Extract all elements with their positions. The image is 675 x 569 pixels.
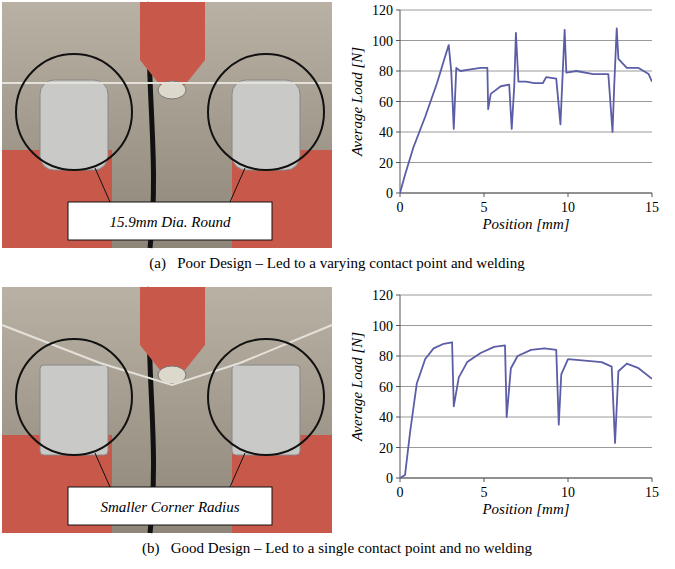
y-axis-title: Average Load [N] bbox=[349, 332, 365, 442]
plot-area bbox=[400, 295, 652, 478]
photo-label: Smaller Corner Radius bbox=[100, 499, 239, 515]
tick-label: 120 bbox=[372, 3, 393, 18]
wire bbox=[2, 82, 332, 84]
tick bbox=[396, 447, 400, 448]
tick bbox=[568, 193, 569, 197]
tick-label: 40 bbox=[379, 125, 393, 140]
highlight-circle bbox=[208, 54, 324, 170]
support bbox=[232, 365, 300, 455]
tick-label: 100 bbox=[372, 34, 393, 49]
support bbox=[40, 365, 108, 455]
tick bbox=[396, 325, 400, 326]
highlight-circle bbox=[16, 54, 132, 170]
photo-background bbox=[2, 287, 332, 533]
tick bbox=[396, 71, 400, 72]
y-axis bbox=[400, 295, 401, 478]
x-axis bbox=[400, 193, 652, 194]
grid-line bbox=[400, 193, 652, 194]
wire bbox=[2, 325, 332, 385]
load-line bbox=[400, 28, 652, 193]
support bbox=[232, 80, 300, 170]
data-group bbox=[400, 28, 652, 193]
tick-label: 0 bbox=[397, 200, 404, 215]
tick-label: 0 bbox=[397, 485, 404, 500]
grid-line bbox=[400, 478, 652, 479]
photo-label: 15.9mm Dia. Round bbox=[110, 214, 231, 230]
label-box bbox=[68, 487, 272, 525]
x-axis bbox=[400, 478, 652, 479]
highlight-circle bbox=[208, 339, 324, 455]
leader bbox=[230, 168, 245, 202]
grid-line bbox=[400, 10, 652, 11]
tick-label: 5 bbox=[481, 485, 488, 500]
tick-label: 80 bbox=[379, 64, 393, 79]
tick bbox=[568, 478, 569, 482]
tick-label: 120 bbox=[372, 288, 393, 303]
support bbox=[40, 80, 108, 170]
tick-label: 5 bbox=[481, 200, 488, 215]
load-line bbox=[400, 342, 652, 478]
tick bbox=[484, 193, 485, 197]
tick bbox=[396, 295, 400, 296]
caption: (b) Good Design – Led to a single contac… bbox=[142, 540, 532, 557]
pusher bbox=[140, 2, 205, 85]
tick bbox=[396, 478, 400, 479]
tick-label: 0 bbox=[386, 186, 393, 201]
tick bbox=[396, 386, 400, 387]
tick-label: 40 bbox=[379, 410, 393, 425]
pusher bbox=[140, 287, 205, 370]
photo: Smaller Corner Radius bbox=[2, 287, 332, 533]
tick-label: 10 bbox=[561, 200, 575, 215]
tick-label: 20 bbox=[379, 156, 393, 171]
plot-area bbox=[400, 10, 652, 193]
tick bbox=[396, 40, 400, 41]
tick bbox=[396, 356, 400, 357]
tick-label: 0 bbox=[386, 471, 393, 486]
x-axis-title: Position [mm] bbox=[481, 501, 569, 517]
highlight-circle bbox=[16, 339, 132, 455]
data-group bbox=[400, 342, 652, 478]
tick bbox=[396, 193, 400, 194]
grid-line bbox=[400, 132, 652, 133]
grid-line bbox=[400, 356, 652, 357]
tick bbox=[396, 132, 400, 133]
tick bbox=[484, 478, 485, 482]
leader bbox=[95, 453, 110, 487]
caption: (a) Poor Design – Led to a varying conta… bbox=[149, 255, 525, 272]
tick-label: 15 bbox=[645, 485, 659, 500]
photo: 15.9mm Dia. Round bbox=[2, 2, 332, 248]
chart: 0 20 40 60 80 100 120 0 5 10 15 Average Load [N] Pos… bbox=[349, 288, 659, 517]
tick bbox=[652, 478, 653, 482]
tick bbox=[396, 417, 400, 418]
tick-label: 60 bbox=[379, 95, 393, 110]
grid-line bbox=[400, 325, 652, 326]
tick-label: 80 bbox=[379, 349, 393, 364]
tick bbox=[400, 193, 401, 197]
label-box bbox=[68, 202, 272, 240]
tick-label: 20 bbox=[379, 441, 393, 456]
photo-background bbox=[2, 2, 332, 248]
grid-line bbox=[400, 295, 652, 296]
figure: 15.9mm Dia. Round020406080100120051015Av… bbox=[0, 0, 675, 569]
grid-line bbox=[400, 162, 652, 163]
leader bbox=[95, 168, 110, 202]
tick-label: 15 bbox=[645, 200, 659, 215]
leader bbox=[230, 453, 245, 487]
grid-line bbox=[400, 40, 652, 41]
tick bbox=[396, 162, 400, 163]
tick bbox=[396, 10, 400, 11]
tick bbox=[400, 478, 401, 482]
y-axis bbox=[400, 10, 401, 193]
grid-line bbox=[400, 386, 652, 387]
tick-label: 100 bbox=[372, 319, 393, 334]
tick-label: 10 bbox=[561, 485, 575, 500]
x-axis-title: Position [mm] bbox=[481, 216, 569, 232]
tick bbox=[652, 193, 653, 197]
y-axis-title: Average Load [N] bbox=[349, 47, 365, 157]
tick bbox=[396, 101, 400, 102]
tick-label: 60 bbox=[379, 380, 393, 395]
grid-line bbox=[400, 447, 652, 448]
chart: 0 20 40 60 80 100 120 0 5 10 15 Average Load [N] Pos… bbox=[349, 3, 659, 232]
